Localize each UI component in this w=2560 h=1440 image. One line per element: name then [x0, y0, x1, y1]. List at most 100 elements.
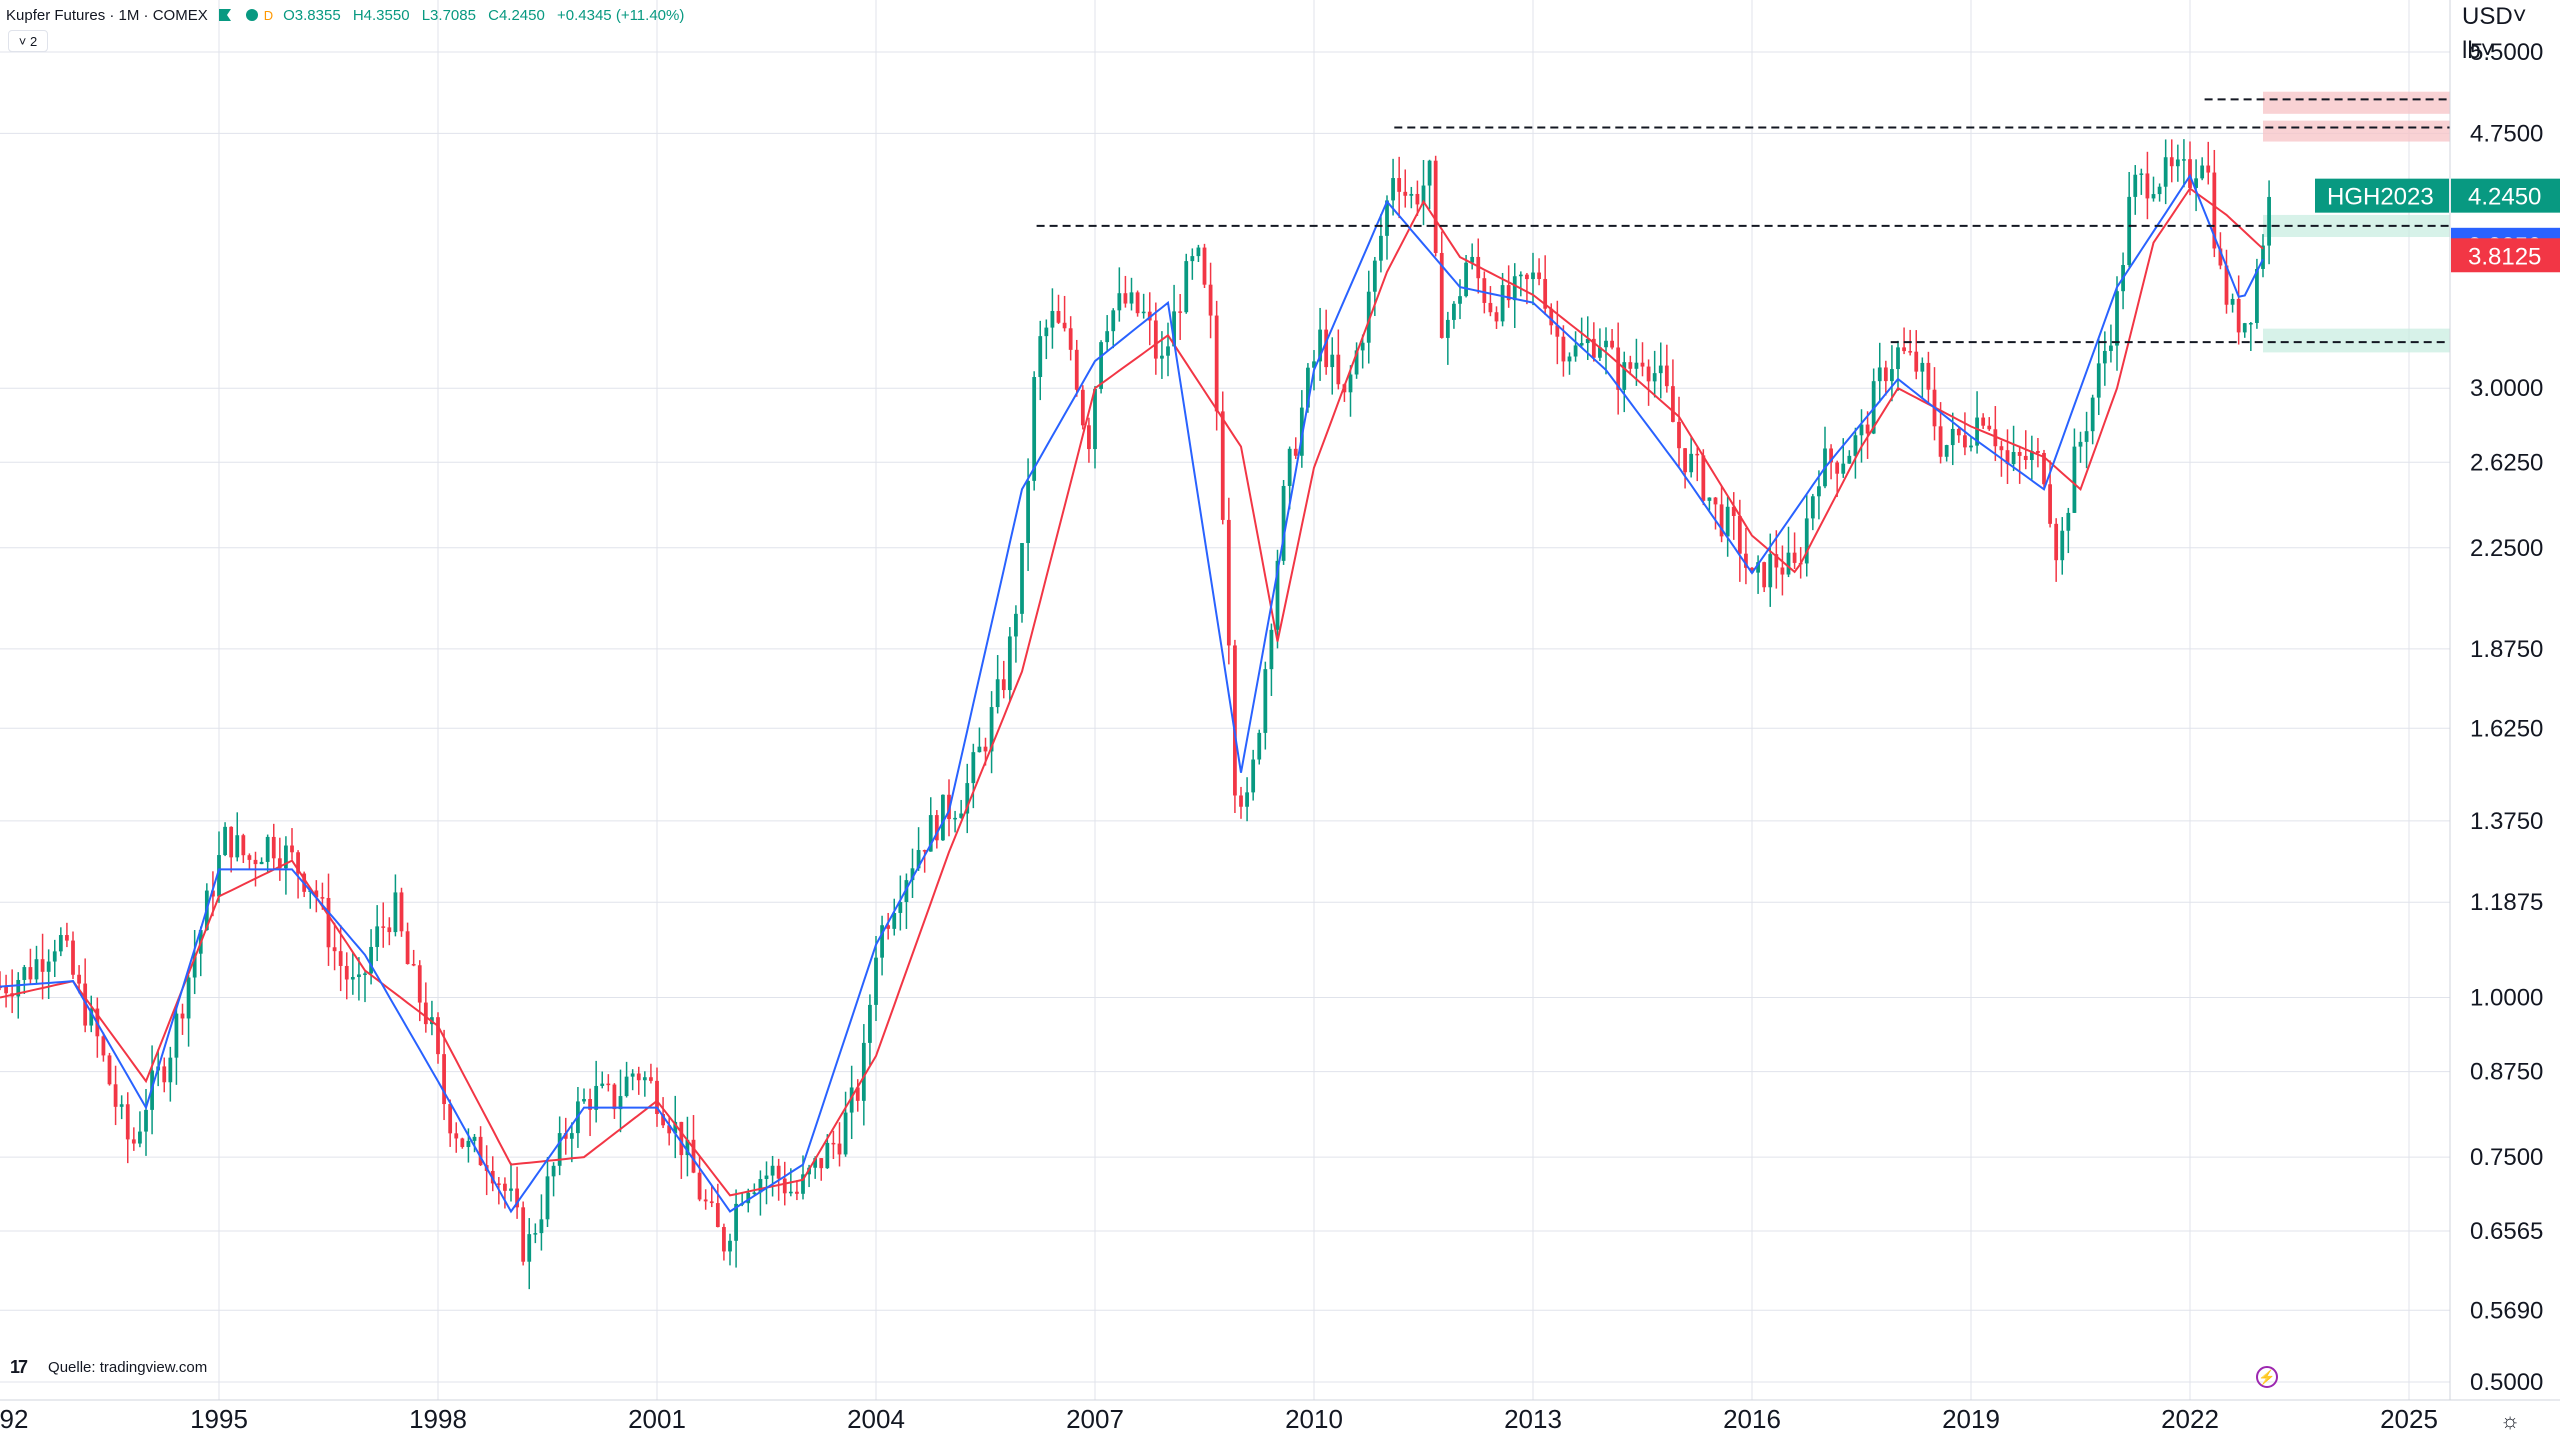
price-axis[interactable]: 5.5000 4.7500 3.0000 2.6250 2.2500 1.8750 1.62… [0, 0, 2560, 1401]
candle-body [1202, 247, 1207, 285]
candle-body [1695, 453, 1700, 456]
candle-body [1500, 285, 1505, 322]
candle-body [868, 1004, 872, 1043]
candle-body [527, 1234, 532, 1262]
candle-body [4, 986, 8, 994]
candle-body [496, 1183, 501, 1185]
candle-body [192, 953, 197, 978]
candle-body [1470, 256, 1475, 263]
candle-body [1379, 235, 1383, 261]
candle-body [1579, 343, 1584, 346]
candle-body [1239, 795, 1243, 807]
candle-body [1007, 636, 1012, 691]
candle-body [1135, 292, 1140, 314]
low-value: L3.7085 [421, 6, 476, 24]
candle-body [563, 1133, 568, 1139]
candle-body [1293, 448, 1298, 456]
candle-body [1865, 424, 1870, 434]
candle-body [1263, 669, 1268, 733]
symbol-title[interactable]: Kupfer Futures · 1M · COMEX [6, 6, 208, 24]
x-tick-label: 2022 [2161, 1404, 2219, 1434]
candle-body [1397, 178, 1402, 192]
candle-body [393, 892, 398, 933]
candle-body [2267, 196, 2271, 246]
candle-body [46, 961, 51, 972]
candle-body [1591, 338, 1596, 358]
candle-body [703, 1199, 708, 1202]
candle-body [460, 1138, 465, 1148]
candle-body [1026, 480, 1030, 544]
candle-body [642, 1077, 647, 1081]
candle-body [284, 845, 288, 869]
candle-body [1707, 497, 1712, 501]
change-value: +0.4345 (+11.40%) [557, 6, 685, 24]
candle-body [515, 1188, 519, 1208]
candle-body [551, 1165, 556, 1177]
candle-body [2029, 451, 2034, 460]
candle-body [2042, 452, 2046, 485]
candle-body [2200, 165, 2205, 179]
candle-body [1762, 562, 1767, 588]
candle-body [770, 1165, 775, 1176]
candle-body [1963, 435, 1967, 448]
candle-body [1768, 554, 1773, 588]
candle-body [1646, 366, 1651, 382]
candle-body [71, 940, 75, 975]
settings-icon[interactable]: ☼ [2500, 1408, 2521, 1433]
collapse-indicators-button[interactable]: ˅ 2 [8, 30, 48, 52]
lightning-icon[interactable]: ⚡ [2256, 1366, 2278, 1388]
candle-body [1585, 338, 1590, 344]
candle-body [1731, 506, 1736, 516]
candle-body [1829, 448, 1833, 463]
ma-slow-line [0, 187, 2264, 1197]
candle-body [1999, 446, 2004, 451]
candle-body [1251, 759, 1256, 793]
candle-body [2157, 186, 2162, 195]
candle-body [1658, 365, 1663, 374]
candle-body [1056, 311, 1061, 323]
candle-body [557, 1133, 562, 1166]
candle-body [180, 1013, 185, 1019]
candle-body [253, 859, 258, 865]
candle-body [1415, 193, 1420, 205]
candle-body [1689, 453, 1694, 473]
x-tick-label: 2010 [1285, 1404, 1343, 1434]
market-status-icon [245, 9, 258, 21]
candle-body [1975, 417, 1979, 446]
time-axis[interactable]: 92 1995 1998 2001 2004 2007 2010 2013 2016 2019 20… [0, 1404, 2438, 1434]
candle-body [417, 965, 422, 1003]
candle-body [1902, 347, 1906, 352]
candle-body [746, 1192, 751, 1204]
candle-body [1208, 284, 1213, 316]
candle-body [928, 815, 933, 852]
candle-body [2078, 441, 2083, 447]
candle-body [2090, 397, 2095, 432]
candle-body [1245, 792, 1249, 807]
candle-body [1525, 274, 1529, 280]
candle-body [1421, 185, 1426, 205]
y-tick-label: 0.8750 [2470, 1059, 2543, 1086]
candle-body [539, 1219, 544, 1234]
candle-body [941, 794, 945, 841]
candle-body [989, 707, 994, 752]
candle-body [2175, 159, 2180, 167]
candle-body [375, 926, 380, 947]
candle-body [326, 897, 331, 948]
candle-body [1737, 515, 1742, 554]
candle-body [910, 868, 915, 881]
candle-body [764, 1175, 769, 1180]
candle-body [1792, 552, 1797, 563]
candle-body [898, 902, 903, 913]
candle-body [399, 892, 404, 932]
candle-body [831, 1142, 836, 1145]
candle-body [168, 1057, 173, 1083]
candle-body [387, 927, 392, 933]
candle-body [995, 679, 1000, 708]
candle-body [211, 890, 215, 897]
candle-body [1859, 424, 1864, 436]
candle-body [1628, 362, 1633, 369]
candle-body [916, 850, 921, 869]
y-tick-label: 0.7500 [2470, 1144, 2543, 1171]
candle-body [2151, 194, 2156, 199]
